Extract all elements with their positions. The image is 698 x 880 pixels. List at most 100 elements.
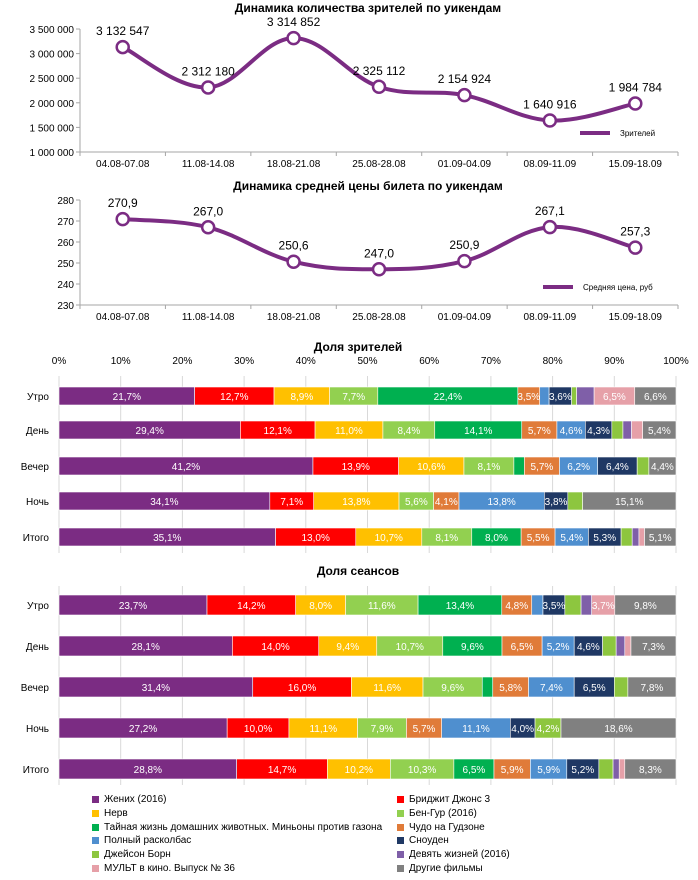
- data-label: 1 640 916: [523, 97, 577, 111]
- category-label: Утро: [27, 392, 49, 403]
- data-label: 8,1%: [478, 462, 501, 473]
- data-label: 5,2%: [547, 642, 570, 653]
- data-label: 6,5%: [603, 392, 626, 403]
- data-label: 5,7%: [528, 426, 551, 437]
- x-tick-label: 15.09-18.09: [609, 159, 663, 170]
- legend-swatch: [397, 851, 404, 859]
- y-tick-label: 2 500 000: [30, 74, 75, 85]
- legend-swatch: [397, 809, 404, 817]
- bar-segment: [567, 491, 583, 511]
- x-tick-label: 04.08-07.08: [96, 159, 150, 170]
- x-tick-label: 08.09-11.09: [524, 312, 577, 323]
- data-label: 12,7%: [220, 392, 248, 403]
- category-label: Вечер: [21, 462, 50, 473]
- data-label: 8,0%: [485, 533, 508, 544]
- legend-label: Сноуден: [409, 835, 449, 847]
- data-label: 7,9%: [371, 724, 394, 735]
- data-label: 10,6%: [417, 462, 445, 473]
- data-label: 10,7%: [396, 642, 424, 653]
- bar-segment: [531, 594, 544, 616]
- data-label: 28,8%: [134, 765, 162, 776]
- data-label: 10,7%: [375, 533, 403, 544]
- data-label: 5,4%: [648, 426, 671, 437]
- legend-label: Другие фильмы: [409, 863, 483, 874]
- data-point: [542, 113, 558, 128]
- data-label: 7,3%: [642, 642, 665, 653]
- series-line: [122, 217, 636, 272]
- data-label: 6,4%: [606, 462, 629, 473]
- data-label: 12,1%: [264, 426, 292, 437]
- data-label: 11,6%: [368, 601, 396, 612]
- data-label: 13,4%: [446, 601, 474, 612]
- legend-item: Нерв: [92, 807, 128, 820]
- legend-item: Тайная жизнь домашних животных. Миньоны …: [92, 821, 382, 834]
- category-label: Итого: [23, 533, 50, 544]
- x-tick-label: 15.09-18.09: [609, 312, 663, 323]
- data-label: 3 132 547: [96, 24, 150, 38]
- data-point: [371, 79, 387, 95]
- data-label: 3,7%: [592, 601, 615, 612]
- bar-segment: [481, 676, 494, 698]
- bar-segment: [624, 635, 632, 657]
- data-label: 5,3%: [593, 533, 616, 544]
- x-tick-label: 0%: [52, 356, 67, 367]
- bar-segment: [571, 386, 577, 406]
- data-label: 28,1%: [132, 642, 160, 653]
- data-label: 4,1%: [435, 497, 458, 508]
- x-tick-label: 30%: [234, 356, 254, 367]
- y-tick-label: 3 500 000: [30, 25, 75, 36]
- legend-item: Сноуден: [397, 834, 449, 847]
- legend-swatch: [92, 796, 99, 803]
- data-label: 3,5%: [543, 601, 566, 612]
- legend-swatch: [397, 796, 404, 803]
- legend-label: Девять жизней (2016): [409, 849, 510, 861]
- data-label: 4,6%: [577, 642, 600, 653]
- data-label: 247,0: [364, 246, 394, 260]
- category-label: Вечер: [21, 683, 50, 694]
- data-point: [200, 80, 216, 95]
- data-point: [457, 253, 472, 269]
- legend-label: Чудо на Гудзоне: [409, 821, 485, 833]
- legend-label: Нерв: [104, 807, 128, 819]
- bar-segment: [582, 491, 677, 511]
- x-tick-label: 04.08-07.08: [96, 312, 150, 323]
- data-label: 250,6: [279, 239, 309, 253]
- data-label: 10,3%: [408, 765, 436, 776]
- data-label: 4,2%: [537, 724, 560, 735]
- data-point: [628, 96, 643, 111]
- data-label: 9,4%: [336, 642, 359, 653]
- price-line-chart: Динамика средней цены билета по уикендам…: [57, 179, 679, 323]
- x-tick-label: 70%: [481, 356, 501, 367]
- data-label: 3,6%: [549, 392, 572, 403]
- bar-segment: [613, 676, 629, 698]
- x-tick-label: 01.09-04.09: [438, 312, 492, 323]
- data-label: 4,4%: [651, 462, 674, 473]
- data-label: 22,4%: [434, 392, 462, 403]
- legend-item: Джейсон Борн: [92, 848, 171, 861]
- data-label: 1 984 784: [609, 81, 663, 95]
- data-label: 2 312 180: [181, 64, 235, 78]
- legend-swatch: [92, 851, 99, 859]
- bar-segment: [636, 456, 650, 476]
- bar-segment: [598, 758, 614, 780]
- data-label: 3 314 852: [267, 15, 321, 29]
- bar-segment: [648, 456, 677, 476]
- data-point: [457, 87, 472, 103]
- data-label: 6,2%: [567, 462, 590, 473]
- legend-label: Джейсон Борн: [104, 849, 171, 861]
- bar-segment: [631, 420, 643, 440]
- legend-label: Зрителей: [620, 129, 655, 138]
- legend-item: Другие фильмы: [397, 862, 483, 875]
- data-label: 14,2%: [237, 601, 265, 612]
- data-label: 5,4%: [560, 533, 583, 544]
- data-label: 13,9%: [342, 462, 370, 473]
- x-tick-label: 100%: [663, 356, 689, 367]
- data-label: 7,8%: [641, 683, 664, 694]
- legend-swatch: [92, 865, 99, 872]
- legend-swatch: [92, 809, 99, 817]
- bar-segment: [560, 717, 677, 739]
- bar-segment: [602, 635, 617, 657]
- bar-segment: [614, 594, 677, 616]
- data-label: 14,7%: [268, 765, 296, 776]
